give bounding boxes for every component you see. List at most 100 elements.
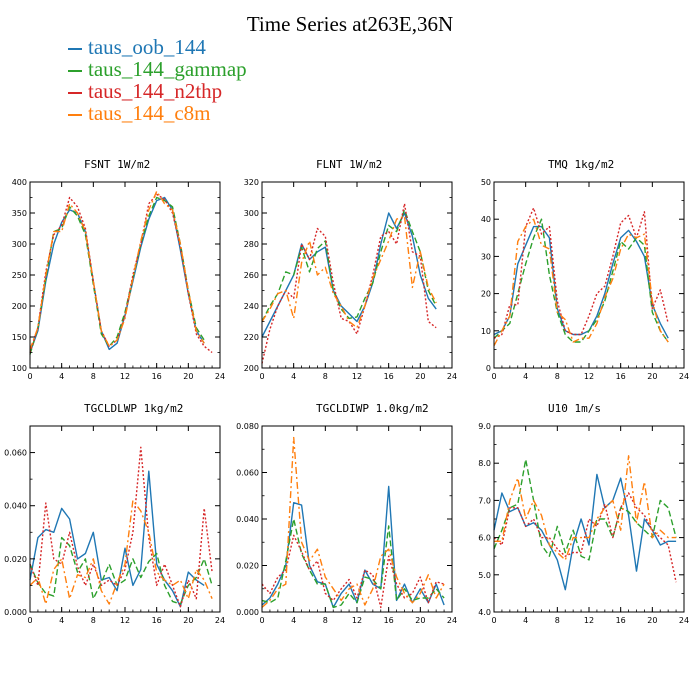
- panel-1: FLNT 1W/m2 0 4 8 12 16 20 24 200 220 240 260 280 300 3…: [244, 158, 457, 381]
- x-tick-label: 8: [91, 372, 96, 381]
- x-tick-label: 16: [152, 372, 162, 381]
- y-tick-label: 320: [244, 178, 259, 187]
- legend-label: taus_144_c8m: [88, 101, 211, 125]
- x-tick-label: 0: [259, 372, 264, 381]
- y-tick-label: 9.0: [478, 422, 491, 431]
- series-line-2: [29, 446, 213, 608]
- y-tick-label: 0.040: [4, 502, 27, 511]
- series-line-0: [261, 485, 445, 609]
- x-tick-label: 4: [523, 372, 528, 381]
- plot-frame: [29, 181, 221, 369]
- plot-frame: [493, 181, 685, 369]
- y-tick-label: 100: [12, 364, 27, 373]
- panel-2: TMQ 1kg/m2 0 4 8 12 16 20 24 0 10 20 30 40 50: [481, 158, 689, 381]
- x-tick-label: 20: [647, 372, 657, 381]
- series-line-3: [29, 190, 205, 350]
- legend-label: taus_oob_144: [88, 35, 206, 59]
- x-tick-label: 4: [291, 372, 296, 381]
- y-tick-label: 0.040: [236, 515, 259, 524]
- x-tick-label: 0: [491, 372, 496, 381]
- x-tick-label: 24: [679, 616, 689, 625]
- y-tick-label: 350: [12, 209, 27, 218]
- legend-item-n2thp: taus_144_n2thp: [68, 80, 247, 102]
- y-tick-label: 300: [12, 240, 27, 249]
- panel-title: FLNT 1W/m2: [316, 158, 382, 171]
- x-tick-label: 0: [491, 616, 496, 625]
- x-tick-label: 24: [447, 616, 457, 625]
- y-tick-label: 0.080: [236, 422, 259, 431]
- series-line-3: [493, 218, 669, 347]
- y-tick-label: 5.0: [478, 571, 491, 580]
- x-tick-label: 20: [183, 372, 193, 381]
- x-tick-label: 20: [647, 616, 657, 625]
- series-line-3: [261, 436, 445, 608]
- panel-title: TMQ 1kg/m2: [548, 158, 614, 171]
- x-tick-label: 8: [323, 616, 328, 625]
- x-tick-label: 12: [584, 616, 594, 625]
- series-line-2: [493, 492, 677, 583]
- panel-title: FSNT 1W/m2: [84, 158, 150, 171]
- y-tick-label: 300: [244, 209, 259, 218]
- y-tick-label: 50: [481, 178, 491, 187]
- page-title: Time Series at263E,36N: [246, 12, 454, 36]
- series-line-2: [261, 202, 437, 364]
- y-tick-label: 0.060: [4, 449, 27, 458]
- x-tick-label: 4: [523, 616, 528, 625]
- x-tick-label: 12: [120, 616, 130, 625]
- y-tick-label: 200: [12, 302, 27, 311]
- legend-swatch: [68, 48, 82, 51]
- panel-3: TGCLDLWP 1kg/m2 0 4 8 12 16 20 24 0.000 0.020 0.04…: [4, 402, 225, 625]
- x-tick-label: 4: [59, 616, 64, 625]
- y-tick-label: 250: [12, 271, 27, 280]
- y-tick-label: 7.0: [478, 496, 491, 505]
- series-line-1: [493, 218, 669, 343]
- x-tick-label: 12: [352, 616, 362, 625]
- y-tick-label: 30: [481, 252, 491, 261]
- series-line-1: [29, 536, 213, 605]
- series-line-1: [29, 196, 205, 355]
- y-tick-label: 0.020: [4, 555, 27, 564]
- y-tick-label: 0: [486, 364, 491, 373]
- plot-frame: [261, 181, 453, 369]
- x-tick-label: 16: [616, 372, 626, 381]
- x-tick-label: 12: [584, 372, 594, 381]
- y-tick-label: 4.0: [478, 608, 491, 617]
- legend-item-oob: taus_oob_144: [68, 36, 247, 58]
- y-tick-label: 0.000: [4, 608, 27, 617]
- series-line-0: [493, 473, 677, 591]
- x-tick-label: 4: [291, 616, 296, 625]
- series-line-3: [494, 455, 677, 561]
- series-line-3: [261, 215, 437, 329]
- legend-swatch: [68, 92, 82, 95]
- series-line-1: [261, 518, 445, 609]
- x-tick-label: 20: [415, 372, 425, 381]
- y-tick-label: 220: [244, 333, 259, 342]
- y-tick-label: 0.020: [236, 562, 259, 571]
- x-tick-label: 24: [215, 616, 225, 625]
- x-tick-label: 0: [27, 372, 32, 381]
- panel-4: TGCLDIWP 1.0kg/m2 0 4 8 12 16 20 24 0.000 0.020 0.…: [236, 402, 457, 625]
- legend-label: taus_144_n2thp: [88, 79, 223, 103]
- y-tick-label: 8.0: [478, 459, 491, 468]
- x-tick-label: 12: [120, 372, 130, 381]
- panel-title: TGCLDIWP 1.0kg/m2: [316, 402, 429, 415]
- x-tick-label: 0: [27, 616, 32, 625]
- panel-title: U10 1m/s: [548, 402, 601, 415]
- x-tick-label: 4: [59, 372, 64, 381]
- x-tick-label: 8: [555, 372, 560, 381]
- x-tick-label: 16: [616, 616, 626, 625]
- y-tick-label: 400: [12, 178, 27, 187]
- y-tick-label: 40: [481, 215, 491, 224]
- y-tick-label: 240: [244, 302, 259, 311]
- x-tick-label: 16: [152, 616, 162, 625]
- y-tick-label: 150: [12, 333, 27, 342]
- x-tick-label: 24: [215, 372, 225, 381]
- y-tick-label: 0.060: [236, 469, 259, 478]
- legend-swatch: [68, 70, 82, 73]
- x-tick-label: 8: [555, 616, 560, 625]
- legend-swatch: [68, 114, 82, 117]
- panel-0: FSNT 1W/m2 0 4 8 12 16 20 24 100 150 200 250 300 350 4…: [12, 158, 225, 381]
- y-tick-label: 20: [481, 290, 491, 299]
- panel-5: U10 1m/s 0 4 8 12 16 20 24 4.0 5.0 6.0 7.0 8.0 9.0: [478, 402, 689, 625]
- x-tick-label: 20: [415, 616, 425, 625]
